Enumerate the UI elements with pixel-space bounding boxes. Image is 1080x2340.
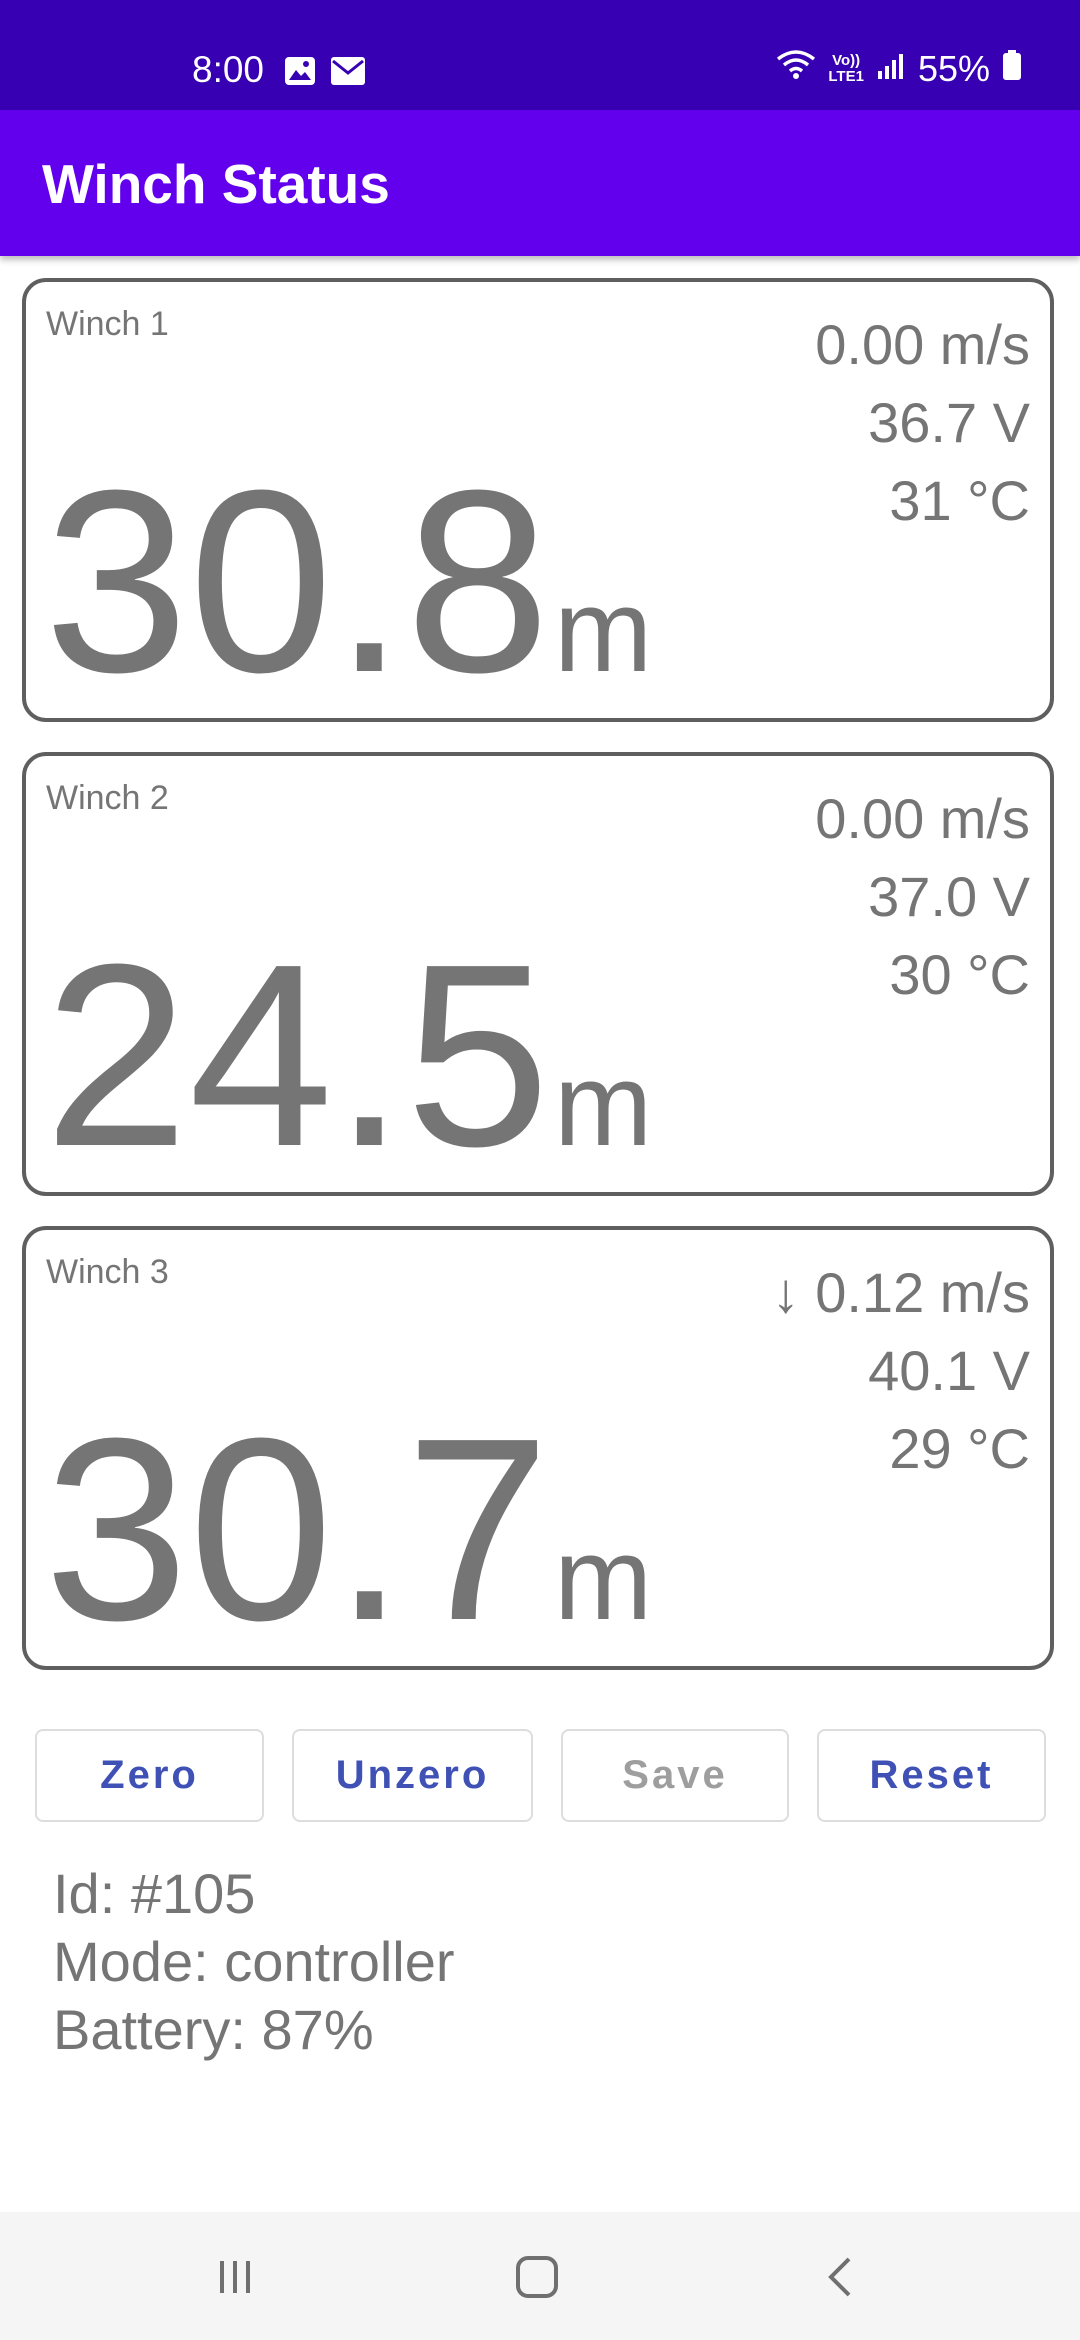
image-icon	[284, 56, 316, 91]
winch-temperature: 31 °C	[889, 469, 1030, 532]
reset-button[interactable]: Reset	[817, 1729, 1046, 1822]
winch-distance-value: 24.5	[44, 911, 551, 1201]
device-battery: Battery: 87%	[53, 1998, 374, 2061]
navigation-bar	[0, 2212, 1080, 2340]
winch-distance: 30.8m	[44, 452, 652, 761]
page-title: Winch Status	[42, 153, 390, 215]
winch-name: Winch 3	[46, 1253, 169, 1291]
winch-name: Winch 1	[46, 305, 169, 343]
winch-card-3: Winch 3 ↓ 0.12 m/s 40.1 V 29 °C 30.7m	[22, 1226, 1054, 1670]
winch-card-1: Winch 1 0.00 m/s 36.7 V 31 °C 30.8m	[22, 278, 1054, 722]
winch-distance-unit: m	[554, 1039, 653, 1171]
notification-icons	[284, 56, 366, 91]
network-type-label: Vo)) LTE1	[828, 52, 864, 85]
zero-button[interactable]: Zero	[35, 1729, 264, 1822]
winch-distance-unit: m	[554, 565, 653, 697]
app-bar: Winch Status	[0, 110, 1080, 256]
winch-voltage: 37.0 V	[868, 865, 1030, 928]
device-info: Id: #105 Mode: controller Battery: 87%	[53, 1860, 455, 2064]
winch-distance-value: 30.7	[44, 1385, 551, 1675]
winch-distance: 24.5m	[44, 926, 652, 1235]
unzero-button[interactable]: Unzero	[292, 1729, 533, 1822]
winch-temperature: 29 °C	[889, 1417, 1030, 1480]
wifi-icon	[776, 48, 816, 90]
winch-speed: ↓ 0.12 m/s	[771, 1261, 1030, 1324]
battery-percent: 55%	[917, 48, 990, 89]
winch-stats: 0.00 m/s 36.7 V 31 °C	[815, 306, 1030, 540]
mail-icon	[330, 56, 366, 91]
device-id: Id: #105	[53, 1862, 256, 1925]
back-icon[interactable]	[806, 2242, 876, 2312]
status-right-group: Vo)) LTE1 55%	[776, 48, 1022, 90]
winch-speed: 0.00 m/s	[815, 787, 1030, 850]
battery-icon	[1002, 48, 1022, 90]
winch-stats: ↓ 0.12 m/s 40.1 V 29 °C	[772, 1254, 1030, 1488]
winch-name: Winch 2	[46, 779, 169, 817]
winch-card-2: Winch 2 0.00 m/s 37.0 V 30 °C 24.5m	[22, 752, 1054, 1196]
winch-distance-value: 30.8	[44, 437, 551, 727]
signal-icon	[876, 48, 906, 90]
winch-distance-unit: m	[554, 1513, 653, 1645]
winch-distance: 30.7m	[44, 1400, 652, 1709]
winch-stats: 0.00 m/s 37.0 V 30 °C	[815, 780, 1030, 1014]
save-button[interactable]: Save	[561, 1729, 789, 1822]
winch-voltage: 36.7 V	[868, 391, 1030, 454]
winch-voltage: 40.1 V	[868, 1339, 1030, 1402]
status-time: 8:00	[192, 49, 265, 90]
winch-speed: 0.00 m/s	[815, 313, 1030, 376]
home-icon[interactable]	[502, 2242, 572, 2312]
winch-temperature: 30 °C	[889, 943, 1030, 1006]
status-bar: 8:00 Vo)) LTE1	[0, 0, 1080, 110]
recent-apps-icon[interactable]	[200, 2242, 270, 2312]
device-mode: Mode: controller	[53, 1930, 455, 1993]
